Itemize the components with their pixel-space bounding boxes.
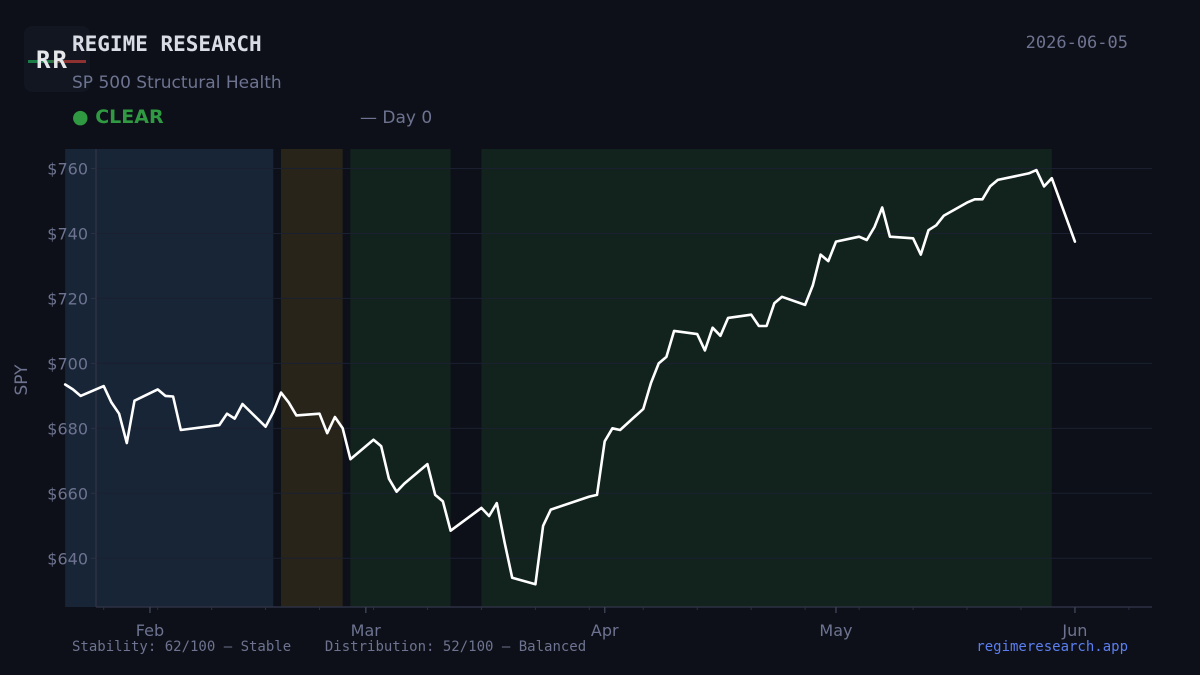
y-tick-label-6: $760 [47, 159, 88, 178]
site-link[interactable]: regimeresearch.app [976, 639, 1128, 655]
tick-labels: $640 $660 $680 $700 $720 $740 $760 Feb Mar Apr May… [47, 159, 1087, 640]
y-tick-label-0: $640 [47, 549, 88, 568]
footer-metrics: Stability: 62/100 — Stable Distribution:… [72, 639, 586, 655]
logo-signal-line [28, 60, 86, 63]
logo: RR [24, 26, 90, 92]
day-counter: — Day 0 [360, 108, 433, 128]
regime-band-2 [350, 149, 451, 607]
regime-band-0 [65, 149, 274, 607]
report-date: 2026-06-05 [1025, 33, 1128, 53]
stability-score: Stability: 62/100 — Stable [72, 639, 292, 655]
logo-text: RR [36, 46, 69, 74]
x-tick-label-0: Feb [136, 621, 164, 640]
status-dot-icon: ● [72, 106, 89, 128]
status-badge: ● CLEAR [72, 106, 164, 128]
y-tick-label-4: $720 [47, 289, 88, 308]
grid-lines [96, 167, 1152, 559]
series-group [63, 168, 1077, 586]
y-axis-label: SPY [12, 364, 32, 396]
x-tick-label-4: Jun [1061, 621, 1087, 640]
x-tick-label-1: Mar [351, 621, 382, 640]
y-tick-label-1: $660 [47, 484, 88, 503]
y-tick-label-2: $680 [47, 419, 88, 438]
regime-band-3 [481, 149, 1052, 607]
brand-name: REGIME RESEARCH [72, 32, 262, 56]
regime-bands [65, 149, 1052, 607]
axes [95, 149, 1152, 610]
page-subtitle: SP 500 Structural Health [72, 73, 282, 93]
y-tick-label-3: $700 [47, 354, 88, 373]
series-line-0 [63, 168, 1077, 586]
y-tick-label-5: $740 [47, 224, 88, 243]
status-label: CLEAR [95, 106, 164, 128]
x-tick-label-2: Apr [591, 621, 619, 640]
regime-band-1 [280, 149, 343, 607]
x-tick-label-3: May [819, 621, 852, 640]
distribution-score: Distribution: 52/100 — Balanced [324, 639, 587, 655]
